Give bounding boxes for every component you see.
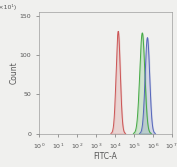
X-axis label: FITC-A: FITC-A xyxy=(93,152,117,161)
Y-axis label: Count: Count xyxy=(9,61,18,84)
Text: (×10¹): (×10¹) xyxy=(0,5,17,11)
